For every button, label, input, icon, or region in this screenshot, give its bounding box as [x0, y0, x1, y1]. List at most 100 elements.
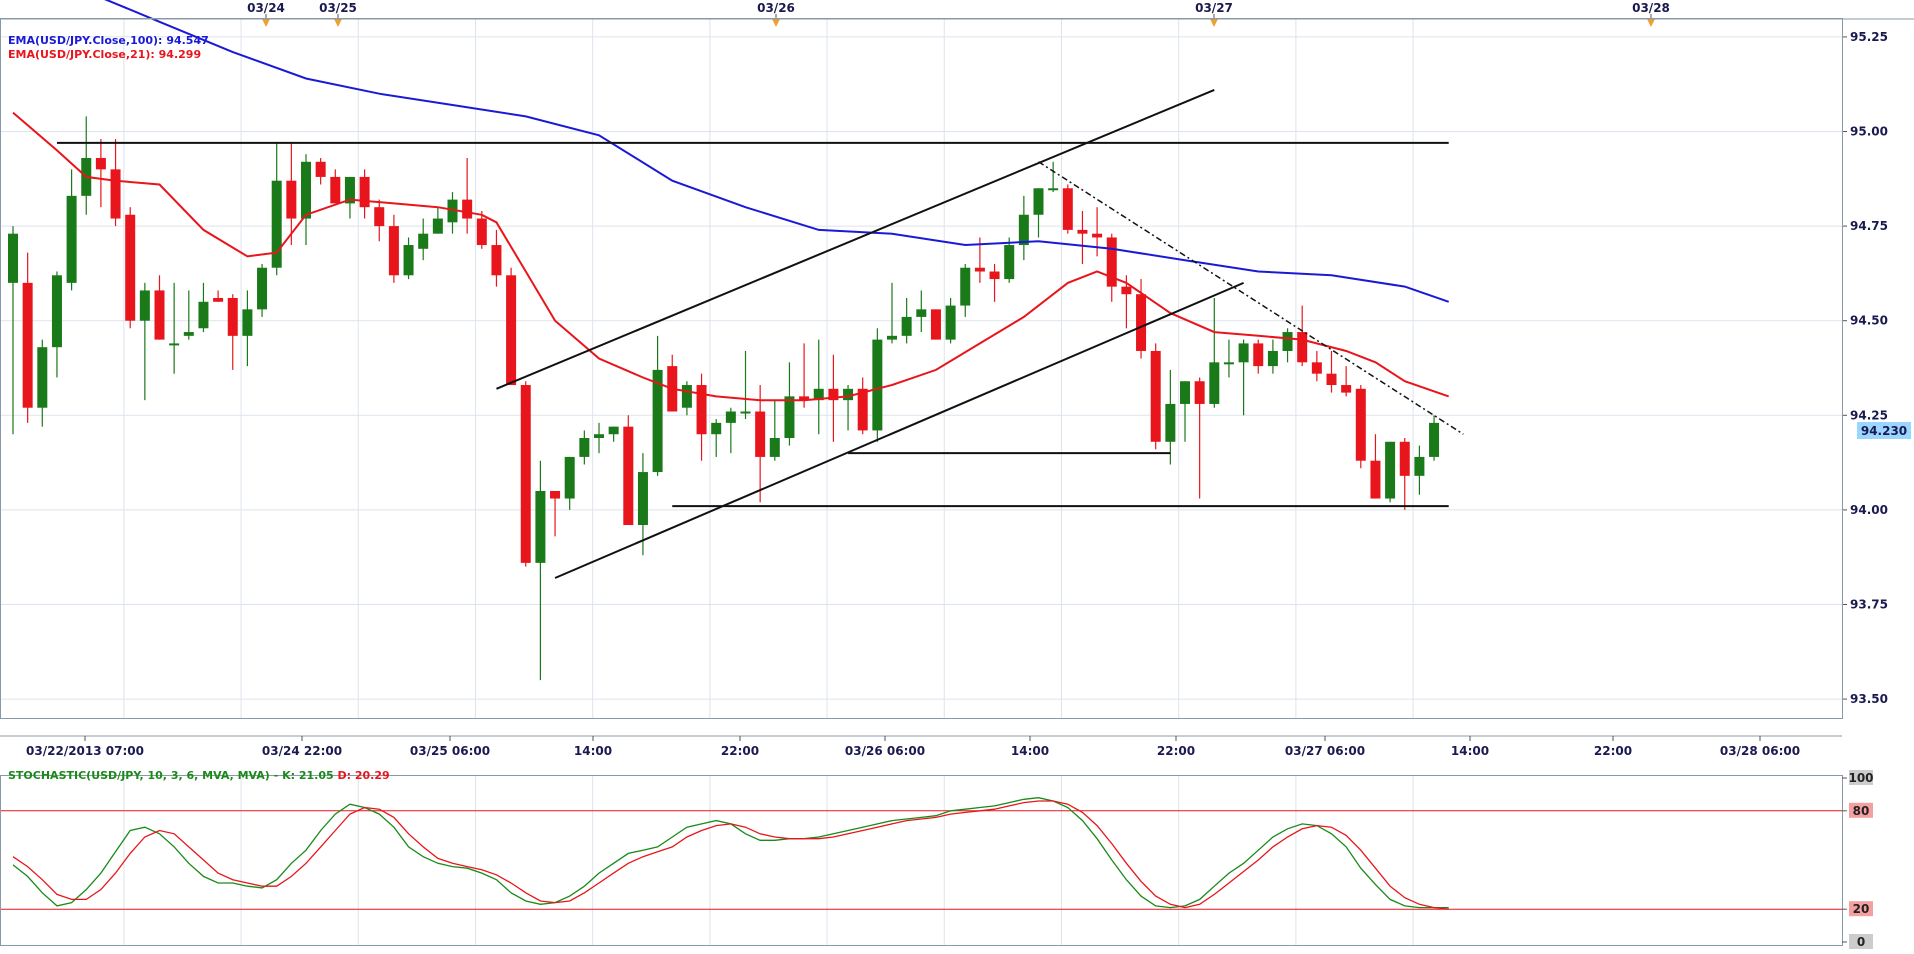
candle-up: [169, 343, 180, 346]
dashed-trendline: [1038, 161, 1464, 435]
current-price-label: 94.230: [1861, 424, 1907, 438]
event-date-label: 03/27: [1195, 1, 1233, 15]
event-marker-triangle: [1210, 19, 1218, 27]
event-marker-triangle: [772, 19, 780, 27]
candle-up: [681, 385, 692, 408]
candle-up: [183, 332, 194, 336]
candle-up: [725, 411, 736, 423]
tick-labels: 95.25 95.00 94.75 94.50 94.25 94.00 93.75 93.50…: [26, 30, 1888, 949]
candle-down: [1150, 350, 1161, 442]
candle-down: [1092, 233, 1103, 238]
drawn-trendlines: [56, 88, 1464, 579]
trendline: [554, 281, 1244, 579]
candle-up: [872, 339, 883, 431]
candle-up: [344, 176, 355, 204]
candle-up: [652, 369, 663, 473]
candle-down: [374, 207, 385, 227]
candle-up: [1048, 188, 1059, 191]
candle-up: [813, 388, 824, 401]
y-tick-label: 93.75: [1850, 597, 1888, 611]
candle-up: [8, 233, 18, 283]
candle-up: [242, 309, 253, 336]
y-tick-label: 94.50: [1850, 314, 1888, 328]
main-grid: [0, 18, 1842, 718]
x-tick-label: 03/27 06:00: [1285, 744, 1365, 758]
stochastic-grid: [0, 775, 1842, 945]
stochastic-lines: [12, 797, 1449, 910]
x-tick-label: 14:00: [574, 744, 612, 758]
candle-up: [447, 199, 458, 223]
stochastic-level-label: 100: [1848, 771, 1873, 785]
candle-down: [1062, 188, 1073, 230]
candle-down: [520, 385, 531, 563]
candle-down: [1341, 385, 1352, 393]
candle-down: [330, 176, 341, 204]
candle-down: [506, 275, 517, 386]
x-tick-label: 22:00: [1594, 744, 1632, 758]
event-date-label: 03/28: [1632, 1, 1670, 15]
candle-up: [1004, 245, 1015, 280]
x-tick-label: 22:00: [1157, 744, 1195, 758]
y-tick-label: 93.50: [1850, 692, 1888, 706]
trendline: [496, 88, 1215, 390]
event-date-label: 03/26: [757, 1, 795, 15]
candle-down: [476, 218, 487, 246]
y-tick-label: 94.75: [1850, 219, 1888, 233]
candle-up: [637, 472, 648, 526]
candle-up: [1209, 362, 1220, 404]
event-date-label: 03/25: [319, 1, 357, 15]
candle-down: [1194, 381, 1205, 404]
candle-up: [139, 290, 150, 321]
stochastic-level-box: [1849, 770, 1873, 785]
x-tick-label: 14:00: [1011, 744, 1049, 758]
ema100-legend: EMA(USD/JPY.Close,100): 94.547: [8, 34, 209, 47]
ema21-legend: EMA(USD/JPY.Close,21): 94.299: [8, 48, 201, 61]
candle-down: [22, 282, 33, 408]
candle-up: [1033, 188, 1044, 215]
event-marker-triangle: [334, 19, 342, 27]
current-price-box: [1857, 422, 1911, 439]
candle-down: [1399, 441, 1410, 476]
candle-down: [799, 396, 810, 401]
x-tick-label: 03/28 06:00: [1720, 744, 1800, 758]
candle-up: [1414, 456, 1425, 476]
candle-down: [828, 388, 839, 401]
x-tick-label: 03/24 22:00: [262, 744, 342, 758]
event-markers: 03/24 03/25 03/26 03/27 03/28: [247, 1, 1670, 27]
stochastic-level-label: 20: [1853, 902, 1870, 916]
candle-up: [66, 195, 77, 283]
candle-down: [315, 161, 326, 177]
candle-up: [564, 456, 575, 499]
candle-up: [1180, 381, 1190, 404]
ema100-line: [104, 0, 1450, 303]
candle-down: [989, 271, 1000, 280]
candle-down: [1311, 362, 1322, 374]
stochastic-legend: STOCHASTIC(USD/JPY, 10, 3, 6, MVA, MVA) …: [8, 769, 390, 782]
candle-up: [1267, 350, 1278, 367]
candle-down: [95, 158, 106, 170]
candle-down: [1136, 294, 1147, 351]
candle-down: [359, 176, 370, 208]
candle-down: [388, 226, 399, 276]
stochastic-panel-frame: [0, 775, 1843, 946]
candle-up: [1238, 343, 1249, 363]
ema-lines: [12, 0, 1450, 402]
candle-up: [257, 267, 268, 310]
candle-down: [125, 214, 136, 321]
candle-up: [418, 233, 429, 249]
stochastic-level-box: [1849, 901, 1873, 917]
candle-up: [887, 335, 897, 340]
axes: [0, 18, 1914, 946]
candle-down: [1355, 388, 1366, 461]
stochastic-level-label: 0: [1857, 935, 1865, 949]
candle-down: [110, 169, 121, 219]
candle-down: [1297, 332, 1308, 363]
candle-down: [1077, 229, 1088, 234]
candle-up: [608, 426, 619, 435]
candle-down: [491, 245, 502, 276]
candle-down: [213, 298, 224, 302]
candle-down: [154, 290, 165, 340]
candle-down: [462, 199, 473, 219]
candle-down: [696, 385, 707, 435]
